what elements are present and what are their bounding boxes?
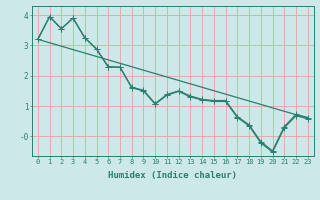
X-axis label: Humidex (Indice chaleur): Humidex (Indice chaleur) (108, 171, 237, 180)
